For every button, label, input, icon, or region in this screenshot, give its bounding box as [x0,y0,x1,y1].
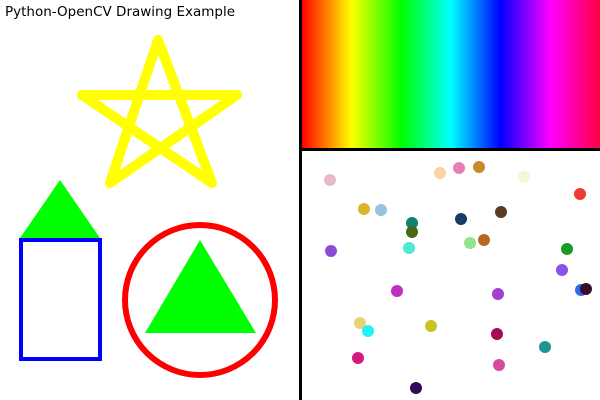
dot [434,167,446,179]
house-rectangle [19,238,102,361]
dot [478,234,490,246]
random-dots [324,161,592,394]
inner-triangle [145,240,256,333]
hue-gradient [302,0,600,148]
dot [561,243,573,255]
dot [455,213,467,225]
dot [406,217,418,229]
dot [453,162,465,174]
circle-shape [122,222,278,378]
dot [410,382,422,394]
dot [324,174,336,186]
dot [354,317,366,329]
dot [406,226,418,238]
dot [580,283,592,295]
dot [574,188,586,200]
dot [352,352,364,364]
star-shape [77,35,242,188]
dot [493,359,505,371]
window-title: Python-OpenCV Drawing Example [5,4,235,20]
dot [325,245,337,257]
dot [556,264,568,276]
dot [375,204,387,216]
dot [492,288,504,300]
dot [495,206,507,218]
dot [425,320,437,332]
dot [491,328,503,340]
roof-triangle [20,180,100,238]
dot [362,325,374,337]
dots-panel [302,151,600,400]
dot [518,171,530,183]
dot [391,285,403,297]
dot [464,237,476,249]
dot [473,161,485,173]
dot [403,242,415,254]
dot [539,341,551,353]
dot [358,203,370,215]
